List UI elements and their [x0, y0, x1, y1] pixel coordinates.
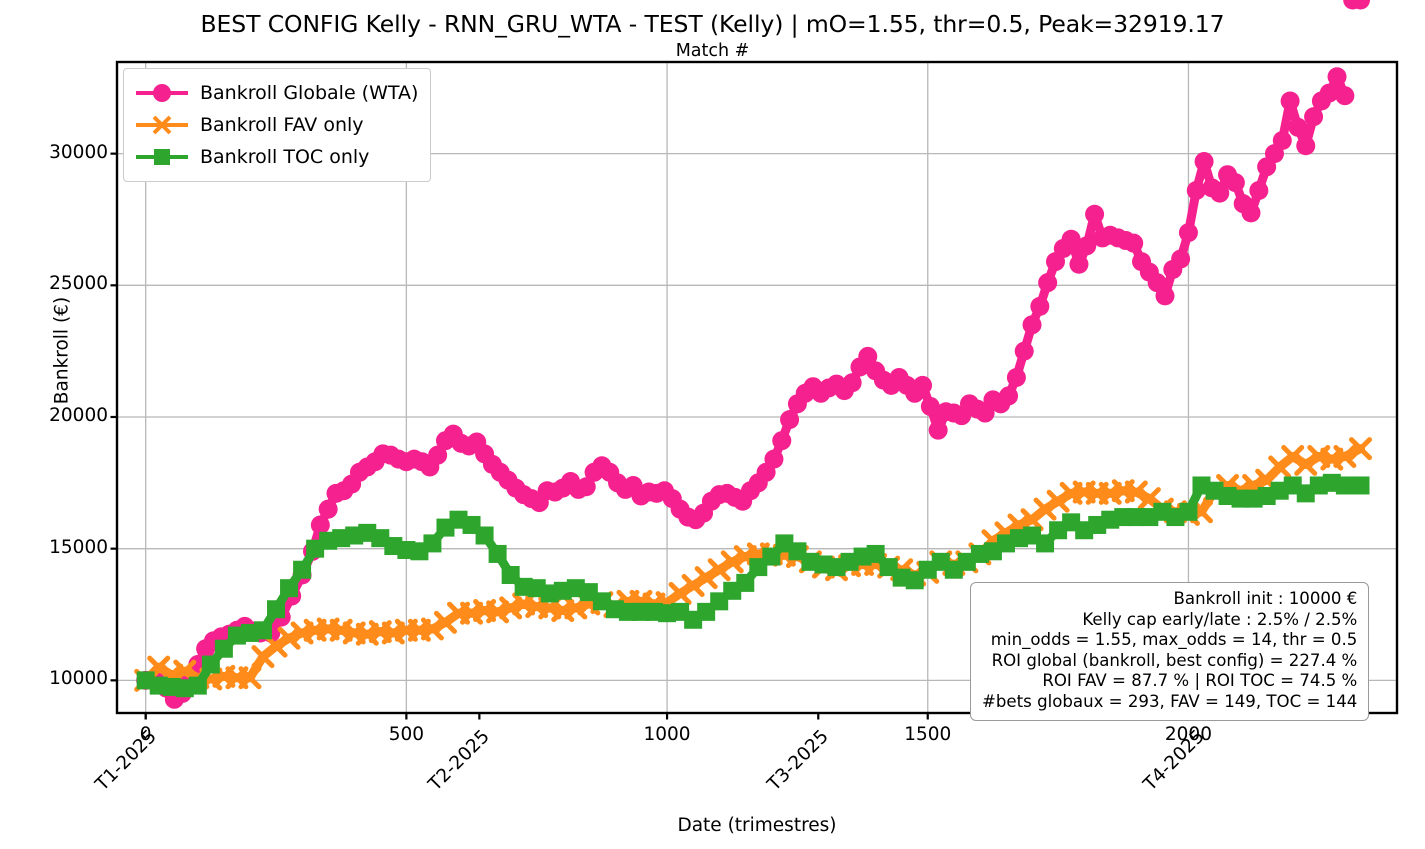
- info-box-line: ROI global (bankroll, best config) = 227…: [991, 650, 1358, 670]
- info-box-line: ROI FAV = 87.7 % | ROI TOC = 74.5 %: [1042, 671, 1358, 691]
- x-axis-label: Date (trimestres): [677, 815, 837, 836]
- info-box-line: Bankroll init : 10000 €: [1173, 589, 1358, 608]
- info-box-line: #bets globaux = 293, FAV = 149, TOC = 14…: [982, 691, 1358, 711]
- legend-item-toc[interactable]: Bankroll TOC only: [134, 141, 418, 173]
- y-tick-label: 25000: [49, 273, 108, 295]
- legend-item-wta[interactable]: Bankroll Globale (WTA): [134, 77, 418, 109]
- info-box-line: min_odds = 1.55, max_odds = 14, thr = 0.…: [990, 630, 1358, 650]
- legend-marker-square-icon: [134, 144, 190, 170]
- legend-label-toc: Bankroll TOC only: [200, 146, 370, 168]
- info-box: Bankroll init : 10000 € Kelly cap early/l…: [970, 582, 1370, 721]
- legend-marker-circle-icon: [134, 80, 190, 106]
- x-tick-label: 500: [388, 724, 425, 745]
- legend-item-fav[interactable]: Bankroll FAV only: [134, 109, 418, 141]
- legend-label-wta: Bankroll Globale (WTA): [200, 82, 419, 104]
- legend-marker-x-icon: [134, 112, 190, 138]
- legend-label-fav: Bankroll FAV only: [200, 114, 364, 136]
- x-tick-label: 1500: [904, 724, 952, 745]
- chart-title: BEST CONFIG Kelly - RNN_GRU_WTA - TEST (…: [200, 10, 1225, 38]
- y-tick-label: 20000: [49, 404, 108, 426]
- x-tick-label: 0: [139, 724, 152, 745]
- y-tick-label: 30000: [49, 141, 108, 163]
- chart-legend[interactable]: Bankroll Globale (WTA) Bankroll FAV only…: [123, 68, 432, 182]
- x-tick-label: 2000: [1164, 724, 1212, 745]
- y-axis-ticks: 10000 15000 20000 25000 30000: [0, 0, 108, 849]
- chart-subtitle: Match #: [675, 41, 750, 61]
- info-box-line: Kelly cap early/late : 2.5% / 2.5%: [1082, 609, 1358, 629]
- y-tick-label: 10000: [49, 668, 108, 690]
- y-tick-label: 15000: [49, 536, 108, 558]
- x-tick-label: 1000: [643, 724, 691, 745]
